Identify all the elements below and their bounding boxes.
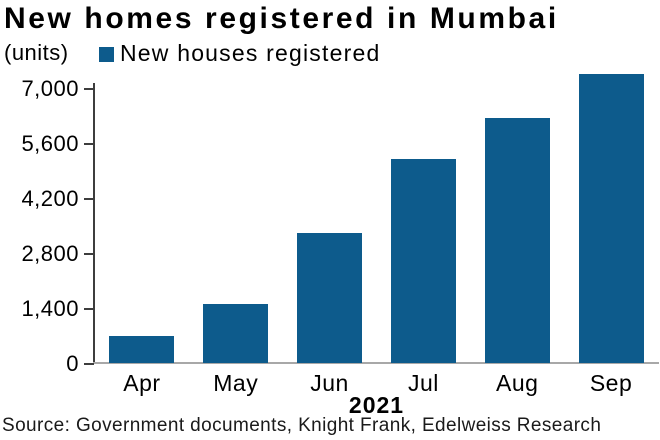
y-tick-label-4200: 4,200 <box>21 185 79 211</box>
legend-swatch-icon <box>99 47 114 62</box>
x-tick-label-aug: Aug <box>496 370 539 396</box>
y-axis-units-label: (units) <box>4 40 69 65</box>
y-tick-mark-5600 <box>84 142 94 145</box>
bar-jun <box>297 232 363 364</box>
y-tick-label-7000: 7,000 <box>21 76 79 101</box>
x-tick-label-jul: Jul <box>407 370 439 396</box>
x-axis-year-label: 2021 <box>348 392 405 418</box>
y-tick-label-1400: 1,400 <box>21 295 79 321</box>
x-axis-baseline <box>93 362 659 364</box>
legend-series-label: New houses registered <box>120 40 381 66</box>
bar-jul <box>390 159 456 364</box>
x-tick-label-jun: Jun <box>310 370 349 396</box>
bar-may <box>203 303 269 364</box>
legend: New houses registered <box>99 40 380 67</box>
chart-title: New homes registered in Mumbai <box>4 2 559 35</box>
x-tick-label-apr: Apr <box>123 370 161 396</box>
x-tick-label-may: May <box>213 370 259 396</box>
source-attribution: Source: Government documents, Knight Fra… <box>2 415 602 436</box>
bar-aug <box>484 117 550 364</box>
y-tick-mark-0 <box>84 362 94 365</box>
y-tick-label-0: 0 <box>66 350 79 376</box>
y-tick-label-2800: 2,800 <box>21 240 79 266</box>
y-tick-mark-1400 <box>84 307 94 310</box>
bar-sep <box>578 74 644 364</box>
bar-apr <box>109 336 175 364</box>
y-tick-mark-4200 <box>84 197 94 200</box>
y-tick-mark-2800 <box>84 252 94 255</box>
y-tick-mark-7000 <box>84 88 94 90</box>
y-axis-line <box>93 83 95 364</box>
y-tick-label-5600: 5,600 <box>21 130 79 156</box>
x-tick-label-sep: Sep <box>589 370 633 396</box>
